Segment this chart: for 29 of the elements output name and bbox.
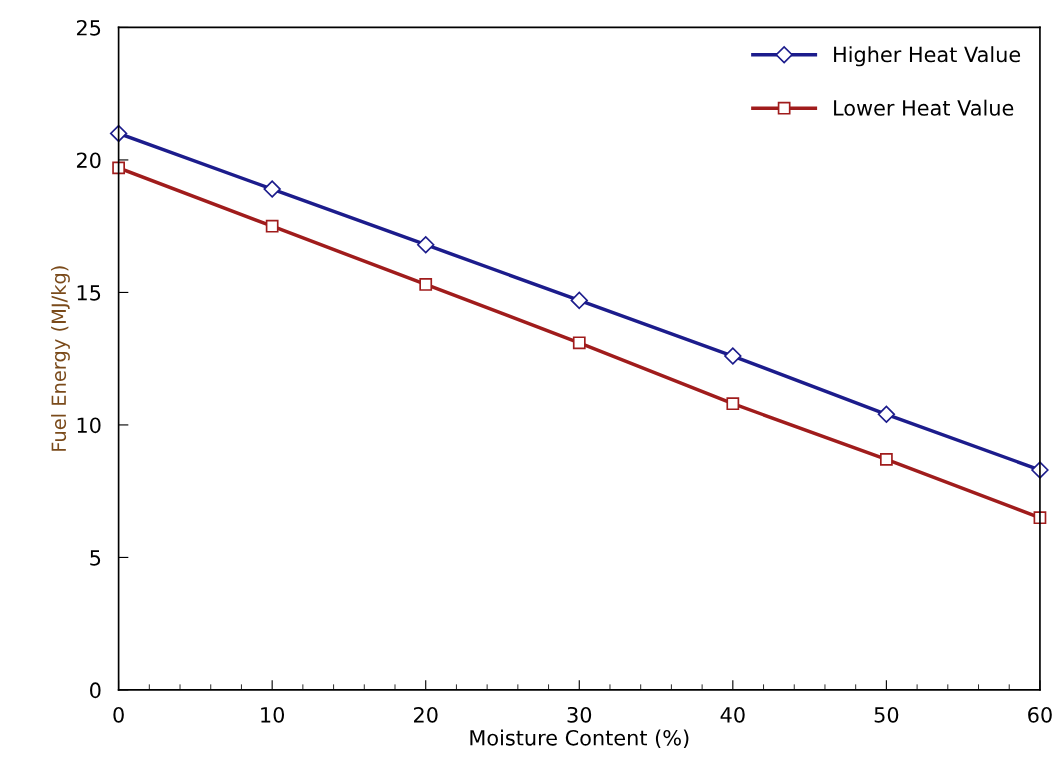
- point: [726, 397, 740, 411]
- point: [570, 291, 588, 310]
- x-tick-label: 50: [874, 706, 899, 723]
- y-axis-title: Fuel Energy (MJ/kg): [51, 266, 70, 451]
- x-tick-label: 30: [567, 706, 592, 723]
- x-axis-title: Moisture Content (%): [470, 729, 689, 749]
- x-tick-label: 40: [720, 706, 745, 723]
- y-tick-label: 15: [77, 285, 101, 301]
- x-tick-label: 20: [413, 706, 438, 723]
- x-tick-label: 60: [1028, 706, 1052, 723]
- point: [572, 336, 586, 350]
- x-tick-label: 10: [261, 706, 285, 723]
- y-tick-label: 25: [76, 19, 101, 36]
- point: [879, 452, 893, 466]
- y-tick-label: 10: [77, 417, 101, 434]
- legend-label: Higher Heat Value: [834, 46, 1021, 67]
- point: [877, 405, 896, 424]
- legend-label: Lower Heat Value: [834, 99, 1014, 116]
- y-tick-label: 20: [76, 152, 101, 169]
- point: [419, 278, 433, 291]
- point: [112, 161, 125, 175]
- x-tick-label: 0: [113, 706, 124, 723]
- y-tick-label: 5: [90, 550, 101, 566]
- point: [109, 124, 128, 143]
- point: [417, 236, 435, 254]
- point: [265, 219, 279, 233]
- point: [724, 347, 742, 365]
- point: [263, 180, 281, 198]
- y-tick-label: 0: [90, 682, 101, 699]
